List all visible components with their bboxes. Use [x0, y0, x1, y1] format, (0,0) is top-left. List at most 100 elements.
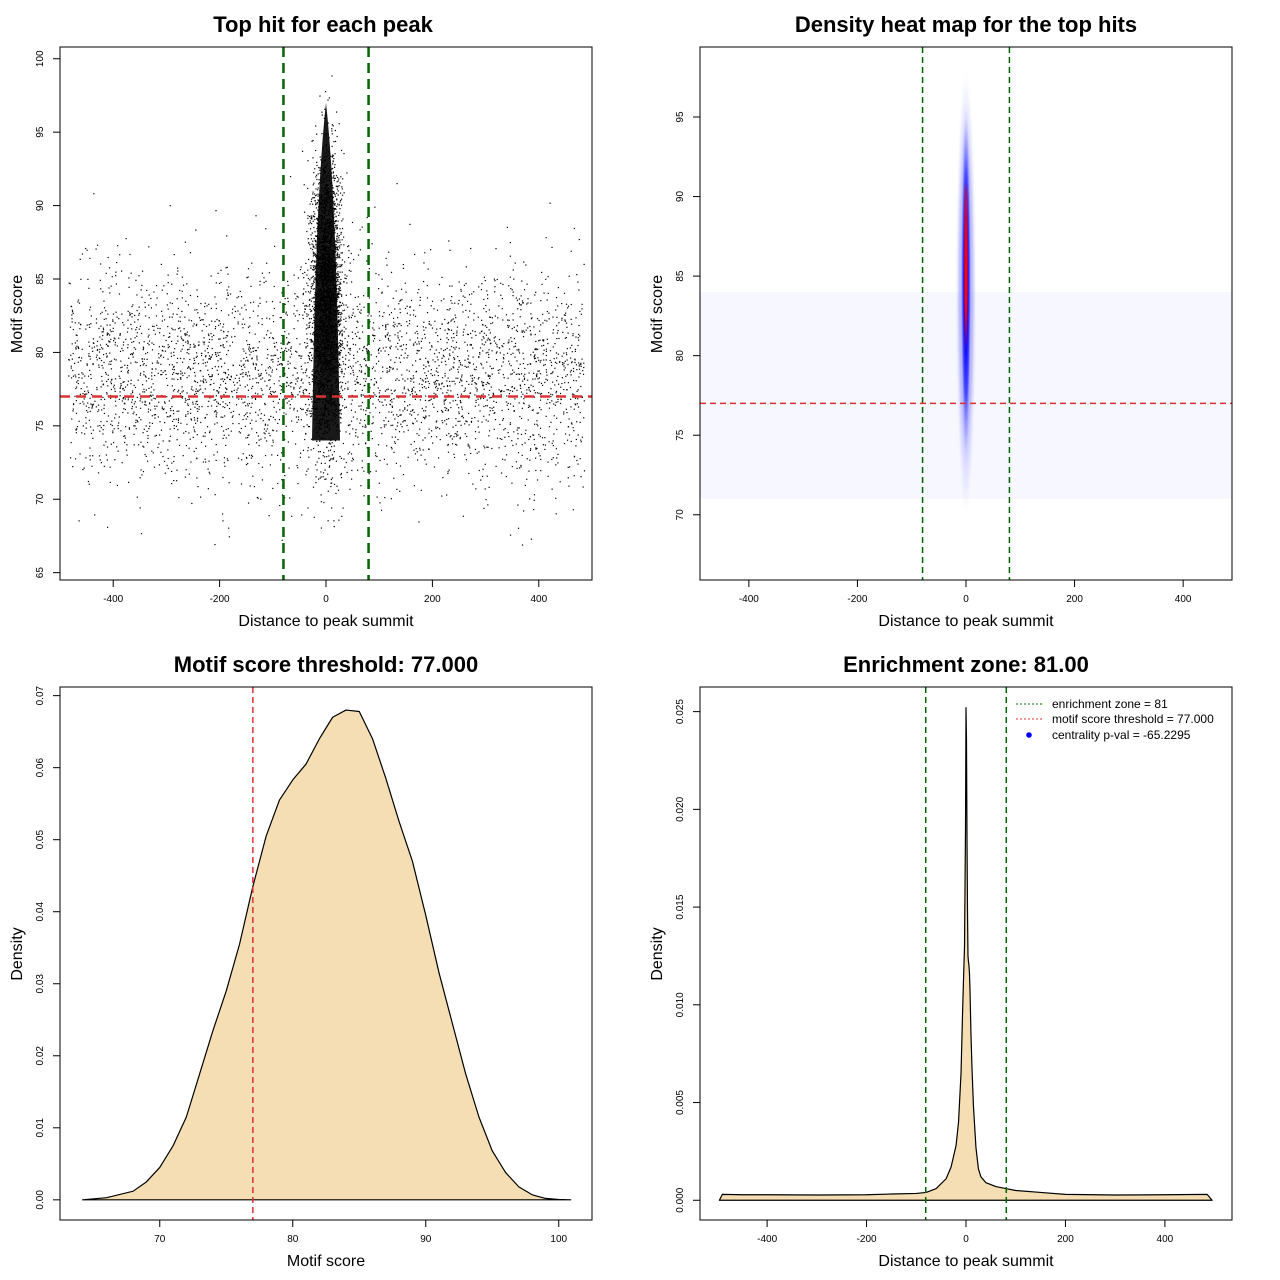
scatter-point [556, 316, 558, 318]
scatter-point [183, 358, 185, 360]
scatter-point [175, 343, 177, 345]
scatter-point [110, 388, 113, 391]
scatter-point [232, 422, 234, 425]
scatter-point [394, 308, 396, 310]
scatter-point [519, 363, 521, 365]
scatter-point [385, 324, 387, 326]
scatter-point [563, 352, 565, 354]
scatter-point [249, 354, 251, 356]
scatter-point [169, 407, 172, 410]
scatter-point [167, 344, 169, 346]
scatter-point [510, 337, 512, 339]
scatter-point [420, 377, 422, 380]
scatter-point [147, 460, 149, 462]
scatter-point [572, 333, 574, 335]
scatter-point [87, 278, 89, 280]
scatter-point [225, 382, 227, 385]
scatter-point [185, 399, 187, 402]
scatter-point [139, 407, 142, 409]
scatter-point [577, 333, 580, 335]
scatter-point [278, 363, 281, 365]
scatter-point [237, 323, 239, 325]
scatter-point [280, 363, 282, 365]
scatter-point [454, 383, 456, 385]
scatter-point [312, 332, 314, 334]
scatter-point [202, 362, 204, 365]
scatter-point [516, 299, 519, 301]
scatter-point [429, 349, 431, 351]
scatter-point [144, 306, 146, 308]
scatter-point [301, 408, 303, 411]
scatter-point [545, 350, 548, 352]
scatter-point [122, 341, 125, 343]
scatter-point [261, 466, 263, 468]
scatter-point [180, 330, 182, 332]
scatter-point [517, 527, 520, 529]
scatter-point [528, 389, 530, 391]
scatter-point [131, 401, 133, 403]
scatter-point [337, 288, 339, 290]
scatter-point [570, 406, 572, 408]
scatter-point [183, 432, 185, 434]
scatter-point [257, 382, 260, 384]
scatter-point [574, 348, 576, 351]
scatter-point [402, 392, 404, 394]
scatter-point [237, 387, 239, 389]
scatter-point [246, 375, 249, 377]
scatter-point [422, 416, 425, 418]
scatter-point [424, 252, 426, 254]
scatter-point [96, 387, 98, 389]
scatter-point [552, 440, 554, 442]
scatter-point [139, 372, 142, 374]
scatter-point [291, 420, 293, 422]
scatter-point [265, 334, 268, 336]
scatter-point [278, 380, 280, 382]
scatter-point [385, 404, 388, 406]
scatter-point [230, 375, 232, 377]
scatter-point [215, 303, 217, 305]
scatter-point [209, 430, 211, 432]
scatter-point [239, 432, 242, 434]
scatter-point [413, 381, 415, 383]
scatter-point [343, 363, 345, 365]
scatter-point [551, 372, 553, 374]
scatter-point [345, 354, 347, 357]
scatter-point [450, 435, 452, 437]
scatter-point [375, 363, 378, 365]
scatter-point [362, 409, 365, 411]
scatter-point [260, 413, 262, 415]
scatter-point [413, 449, 415, 451]
scatter-point [160, 263, 162, 265]
scatter-point [214, 320, 216, 323]
scatter-point [302, 408, 304, 410]
scatter-point [399, 312, 401, 314]
scatter-point [432, 442, 434, 444]
scatter-point [296, 421, 298, 423]
scatter-point [558, 383, 560, 385]
scatter-point [436, 356, 438, 358]
scatter-point [158, 443, 160, 445]
scatter-point [412, 314, 415, 316]
scatter-point [92, 350, 94, 352]
scatter-point [573, 455, 576, 457]
scatter-point [261, 318, 263, 320]
scatter-point [532, 378, 534, 380]
scatter-point [112, 327, 114, 329]
scatter-point [346, 282, 348, 284]
scatter-point [522, 402, 525, 404]
scatter-point [580, 441, 582, 443]
scatter-point [316, 218, 318, 220]
scatter-point [425, 357, 427, 359]
scatter-point [359, 383, 361, 385]
scatter-point [579, 372, 581, 375]
scatter-point [89, 326, 91, 328]
scatter-point [293, 313, 295, 315]
scatter-point [338, 364, 341, 366]
scatter-point [422, 449, 424, 451]
scatter-point [115, 311, 117, 313]
scatter-point [339, 281, 341, 283]
scatter-point [511, 440, 513, 442]
scatter-point [518, 298, 520, 300]
scatter-point [134, 386, 137, 389]
scatter-point [101, 409, 103, 411]
